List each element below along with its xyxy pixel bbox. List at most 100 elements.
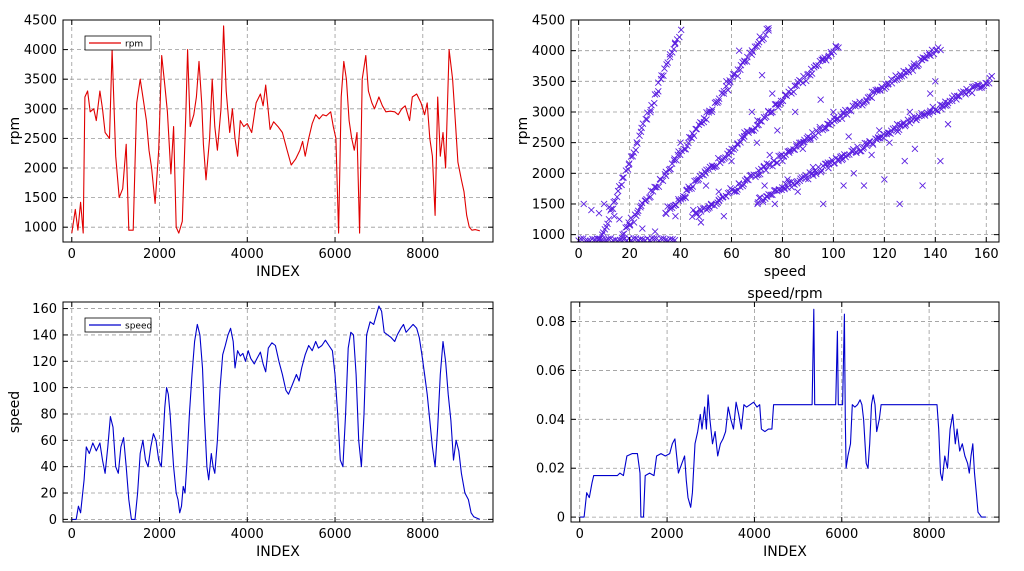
scatter-point — [609, 205, 617, 213]
y-tick-label: 4000 — [24, 43, 57, 58]
scatter-point — [759, 198, 767, 206]
scatter-point — [692, 125, 699, 133]
scatter-point — [707, 200, 715, 208]
x-tick-label: 120 — [872, 247, 897, 262]
scatter-point — [724, 86, 732, 94]
scatter-point — [634, 140, 641, 147]
scatter-point — [672, 201, 680, 209]
scatter-point — [856, 98, 863, 106]
scatter-point — [670, 45, 678, 53]
scatter-point — [901, 71, 908, 79]
chart-title: speed/rpm — [747, 286, 822, 302]
legend: speed — [84, 317, 152, 333]
scatter-point — [832, 43, 840, 51]
scatter-point — [650, 235, 658, 242]
scatter-point — [790, 88, 797, 96]
scatter-point — [817, 168, 825, 176]
scatter-point — [769, 162, 776, 170]
y-tick-label: 3500 — [24, 73, 57, 88]
scatter-point — [647, 193, 654, 201]
scatter-point — [937, 46, 944, 54]
scatter-point — [650, 99, 658, 107]
scatter-point — [835, 157, 842, 165]
y-tick-label: 100 — [32, 381, 57, 396]
scatter-point — [791, 82, 799, 90]
scatter-point — [689, 206, 697, 214]
scatter-point — [627, 153, 635, 160]
scatter-point — [670, 157, 678, 164]
scatter-point — [689, 183, 697, 190]
scatter-point — [605, 215, 613, 223]
scatter-point — [634, 207, 642, 215]
scatter-point — [672, 212, 679, 220]
legend-label: rpm — [125, 40, 143, 50]
axes-frame — [62, 19, 494, 243]
scatter-point — [798, 174, 806, 181]
scatter-point — [690, 132, 698, 140]
scatter-point — [930, 50, 938, 58]
axes-frame — [570, 301, 1000, 523]
scatter-point — [768, 90, 776, 97]
scatter-point — [840, 182, 847, 189]
scatter-point — [740, 133, 748, 140]
x-tick-label: 0 — [576, 527, 584, 542]
scatter-point — [755, 38, 763, 46]
y-tick-label: 0.02 — [536, 462, 565, 477]
scatter-point — [622, 167, 630, 174]
scatter-point — [660, 72, 667, 80]
y-tick-label: 0 — [49, 513, 57, 528]
scatter-point — [824, 120, 832, 128]
scatter-point — [812, 170, 820, 178]
scatter-point — [659, 177, 667, 185]
scatter-point — [634, 236, 642, 242]
y-tick-label: 3500 — [532, 75, 565, 90]
scatter-point — [964, 88, 972, 96]
scatter-point — [744, 53, 751, 61]
scatter-point — [654, 79, 662, 86]
scatter-point — [638, 124, 645, 132]
scatter-point — [728, 157, 735, 165]
scatter-point — [760, 35, 767, 42]
scatter-point — [906, 108, 914, 116]
scatter-point — [850, 169, 858, 177]
scatter-point — [762, 113, 770, 121]
y-tick-label: 2500 — [532, 136, 565, 151]
plot-area — [63, 20, 493, 242]
x-tick-label: 2000 — [143, 247, 176, 262]
scatter-point — [792, 141, 800, 148]
scatter-point — [925, 111, 933, 118]
scatter-point — [863, 97, 870, 105]
scatter-point — [584, 237, 592, 242]
scatter-point — [664, 59, 672, 66]
y-tick-label: 0.04 — [536, 413, 565, 428]
series-line-speed — [71, 305, 481, 520]
scatter-point — [595, 236, 602, 242]
x-tick-label: 0 — [68, 527, 76, 542]
scatter-point — [625, 160, 633, 167]
scatter-point — [619, 231, 626, 238]
y-tick-label: 3000 — [532, 105, 565, 120]
scatter-point — [667, 165, 674, 173]
x-tick-label: 100 — [821, 247, 846, 262]
scatter-point — [968, 89, 976, 97]
scatter-point — [913, 116, 920, 124]
scatter-point — [756, 33, 764, 40]
scatter-point — [880, 130, 888, 138]
scatter-point — [988, 72, 996, 80]
y-tick-label: 2000 — [24, 162, 57, 177]
scatter-point — [766, 151, 774, 159]
scatter-markers — [575, 24, 996, 242]
scatter-point — [677, 26, 685, 34]
scatter-point — [668, 49, 676, 56]
scatter-point — [800, 72, 807, 80]
scatter-point — [809, 163, 817, 171]
x-axis-label: INDEX — [256, 264, 300, 280]
scatter-point — [868, 94, 876, 102]
scatter-point — [822, 56, 830, 64]
scatter-point — [926, 90, 934, 97]
scatter-point — [802, 175, 809, 183]
scatter-point — [770, 157, 777, 165]
y-tick-label: 120 — [32, 355, 57, 370]
scatter-point — [726, 78, 734, 86]
scatter-point — [782, 180, 789, 188]
